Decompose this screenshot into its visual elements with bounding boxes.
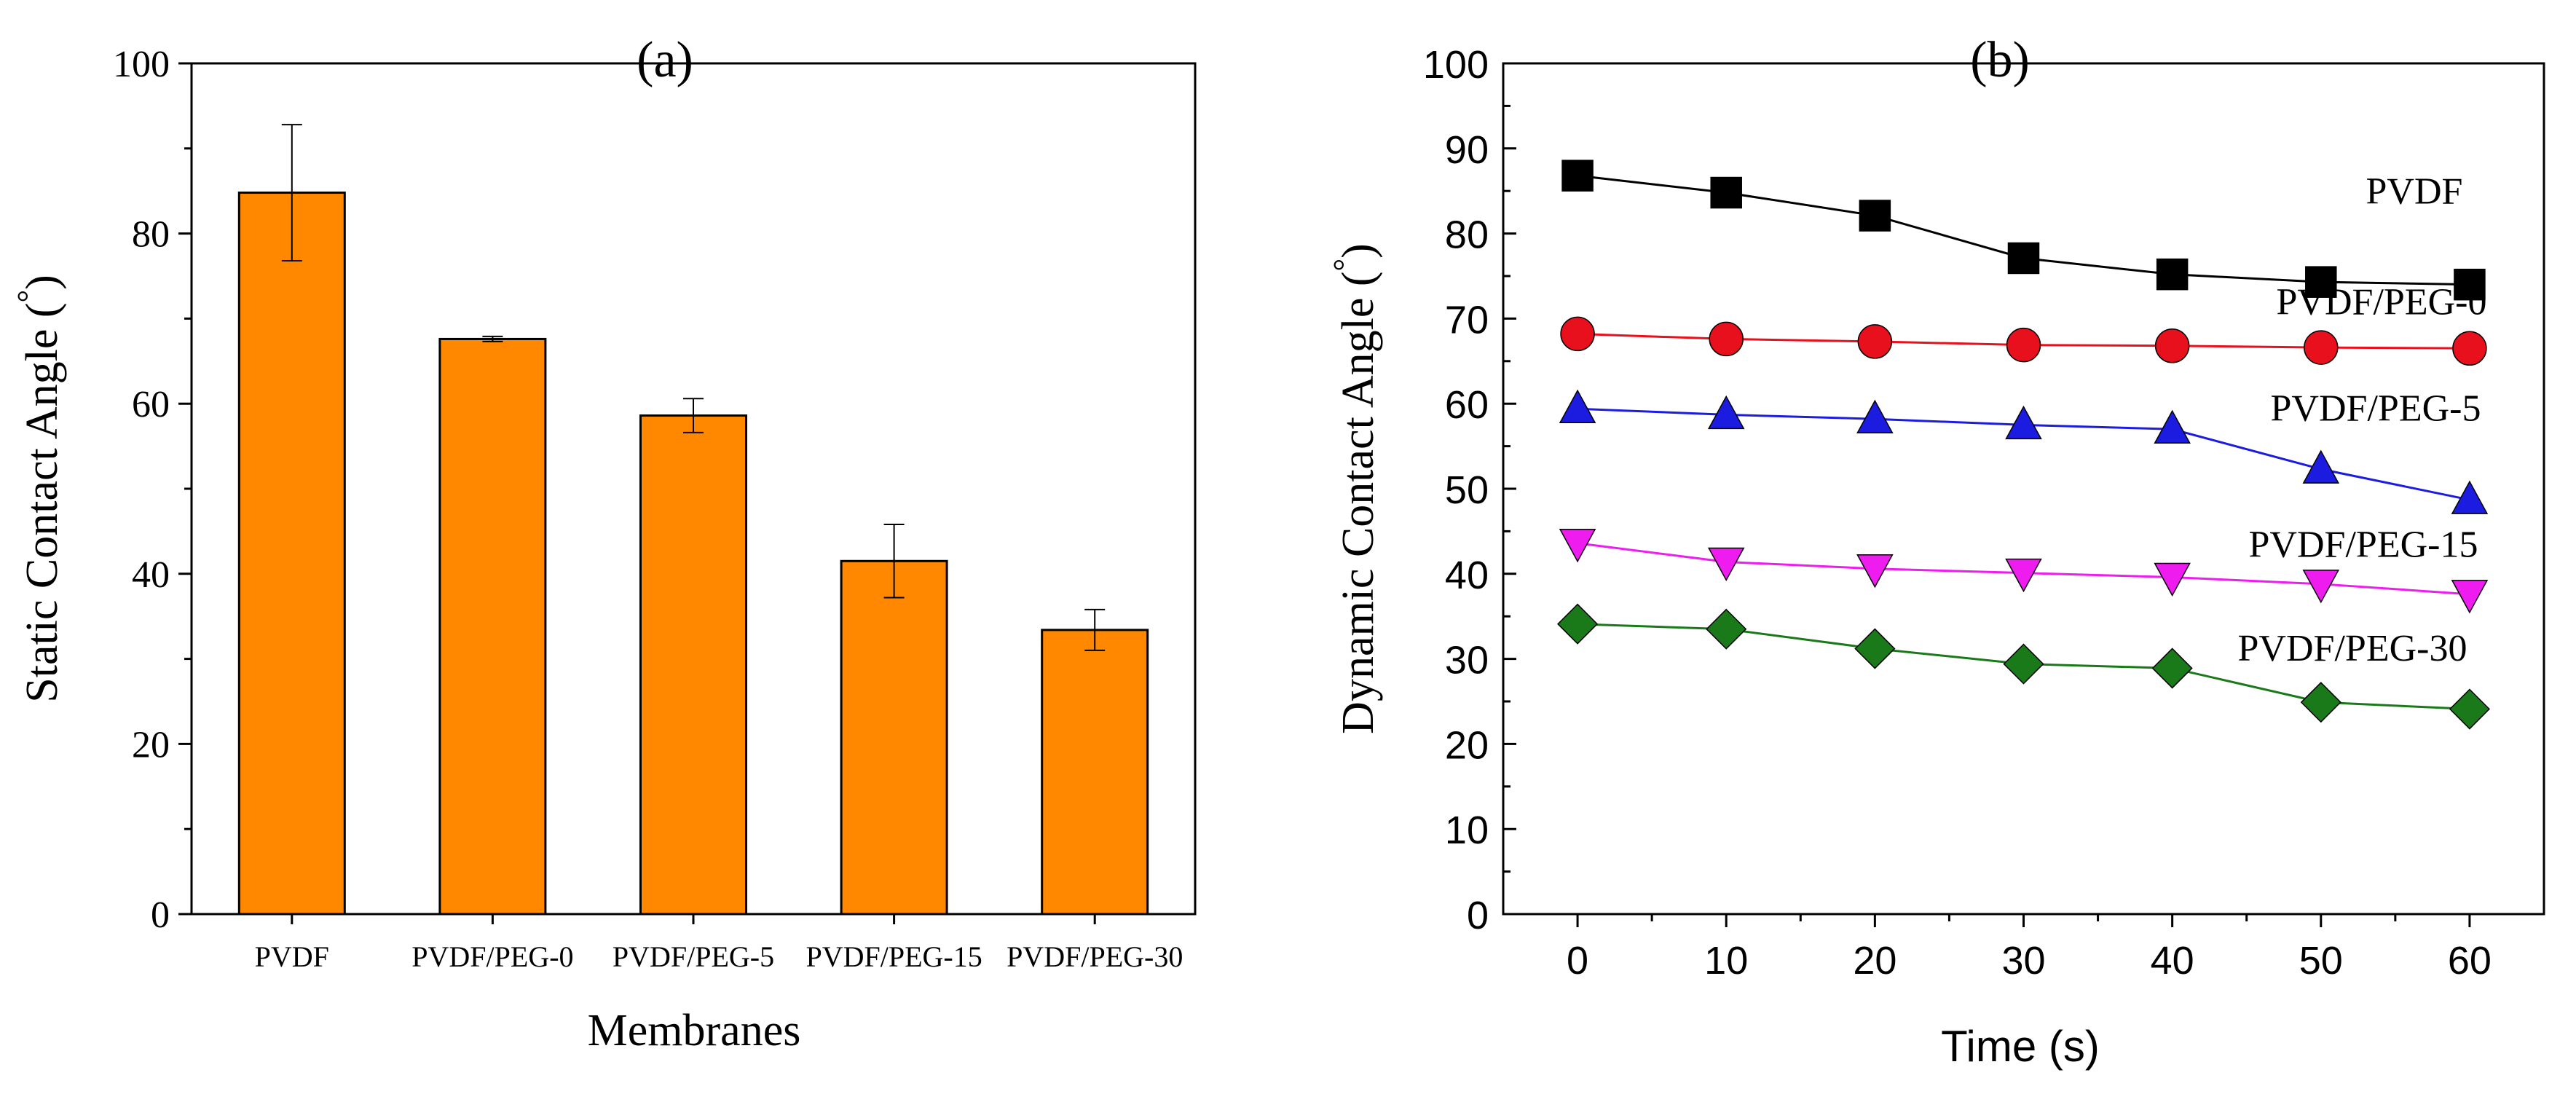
- y-tick-label: 0: [151, 894, 170, 936]
- data-point-pvdf: [2454, 268, 2486, 301]
- data-point-pvdf-peg-0: [2452, 331, 2487, 366]
- y-axis-label-b: Dynamic Contact Angle (°): [1327, 243, 1383, 734]
- data-point-pvdf: [2305, 266, 2337, 298]
- data-point-pvdf-peg-5: [1856, 399, 1894, 433]
- y-tick-label: 60: [132, 384, 170, 425]
- series-label-pvdf: PVDF: [2366, 171, 2463, 213]
- data-point-pvdf-peg-30: [1557, 603, 1599, 645]
- data-point-pvdf-peg-5: [2005, 405, 2042, 440]
- error-bar: [683, 398, 704, 433]
- line-chart-panel-b: 0 10 20 30 40 50 60 70 80 90 100 0 10 20 30 40 50 60 PVD…: [1327, 32, 2545, 1071]
- series-label-pvdf-peg-0: PVDF/PEG-0: [2277, 282, 2487, 323]
- data-point-pvdf-peg-5: [2302, 449, 2340, 484]
- data-point-pvdf-peg-0: [2304, 330, 2339, 365]
- data-point-pvdf-peg-30: [1854, 628, 1896, 669]
- data-point-pvdf-peg-30: [2151, 648, 2193, 689]
- x-tick-label: PVDF/PEG-30: [1007, 940, 1183, 973]
- y-tick-label: 50: [1445, 468, 1489, 512]
- data-point-pvdf-peg-30: [1706, 608, 1747, 650]
- error-bar: [281, 124, 302, 261]
- y-tick-label: 60: [1445, 383, 1489, 427]
- y-axis-label-a-close: ): [17, 275, 67, 290]
- bar-pvdf-peg-15: [840, 559, 948, 916]
- series-label-pvdf-peg-5: PVDF/PEG-5: [2271, 388, 2481, 430]
- x-tick-label: 60: [2448, 939, 2492, 983]
- bar-pvdf-peg-30: [1041, 629, 1149, 916]
- x-tick-label: PVDF/PEG-5: [613, 940, 774, 973]
- y-tick-label: 40: [1445, 554, 1489, 597]
- y-axis-label-b-text: Dynamic Contact Angle (: [1334, 271, 1383, 733]
- y-axis-label-a: Static Contact Angle (°): [11, 275, 67, 703]
- data-point-pvdf-peg-15: [2005, 558, 2042, 593]
- data-point-pvdf-peg-15: [2154, 562, 2191, 597]
- panel-label-a: (a): [637, 32, 693, 88]
- x-tick-label: 20: [1853, 939, 1896, 983]
- x-axis-label-b: Time (s): [1941, 1022, 2100, 1071]
- x-tick-label: 40: [2151, 939, 2194, 983]
- data-point-pvdf-peg-5: [1559, 389, 1596, 423]
- bar-pvdf-peg-5: [639, 414, 747, 916]
- data-point-pvdf-peg-0: [1857, 324, 1893, 359]
- degree-symbol-b: °: [1327, 259, 1363, 272]
- data-point-pvdf: [1710, 176, 1742, 209]
- data-point-pvdf: [1859, 200, 1891, 232]
- series-label-pvdf-peg-30: PVDF/PEG-30: [2238, 628, 2467, 669]
- bar-pvdf-peg-0: [438, 337, 547, 916]
- error-bar: [1084, 608, 1106, 651]
- y-tick-label: 20: [1445, 723, 1489, 767]
- data-point-pvdf: [1561, 160, 1594, 192]
- degree-symbol-a: °: [11, 290, 47, 303]
- y-tick-label: 30: [1445, 639, 1489, 682]
- x-tick-label: 10: [1704, 939, 1748, 983]
- y-tick-label: 100: [1423, 43, 1489, 87]
- x-tick-label: PVDF: [255, 940, 329, 973]
- data-point-pvdf-peg-15: [2451, 580, 2489, 614]
- y-tick-label: 70: [1445, 298, 1489, 342]
- series-label-pvdf-peg-15: PVDF/PEG-15: [2249, 524, 2478, 565]
- x-tick-label: 0: [1567, 939, 1588, 983]
- data-point-pvdf-peg-15: [1559, 529, 1596, 563]
- y-tick-label: 80: [132, 214, 170, 256]
- x-tick-label: 30: [2001, 939, 2045, 983]
- y-tick-label: 80: [1445, 213, 1489, 257]
- data-point-pvdf-peg-5: [1707, 395, 1745, 430]
- bar-chart-panel-a: 0 20 40 60 80 100 PVDF PVDF/PEG-0 PVDF/PEG-5 PVD…: [11, 32, 1197, 1055]
- data-point-pvdf-peg-15: [2302, 570, 2340, 604]
- x-axis-label-a: Membranes: [588, 1006, 801, 1055]
- y-tick-label: 40: [132, 554, 170, 596]
- data-point-pvdf-peg-5: [2451, 480, 2489, 514]
- y-tick-label: 0: [1467, 894, 1489, 937]
- bar-pvdf: [237, 192, 346, 916]
- data-point-pvdf-peg-15: [1707, 547, 1745, 582]
- error-bar: [482, 335, 503, 342]
- y-axis-label-b-close: ): [1334, 243, 1383, 259]
- y-axis-label-a-text: Static Contact Angle (: [17, 302, 67, 702]
- data-point-pvdf-peg-0: [1709, 321, 1744, 357]
- y-tick-label: 20: [132, 724, 170, 766]
- data-point-pvdf-peg-30: [2003, 643, 2044, 685]
- error-bar: [883, 524, 905, 599]
- y-tick-label: 10: [1445, 808, 1489, 852]
- data-point-pvdf: [2156, 258, 2189, 291]
- data-point-pvdf-peg-0: [2154, 328, 2190, 363]
- x-tick-label: 50: [2299, 939, 2343, 983]
- data-point-pvdf-peg-0: [1560, 316, 1595, 352]
- data-point-pvdf-peg-0: [2006, 327, 2041, 363]
- x-tick-label: PVDF/PEG-0: [411, 940, 573, 973]
- data-point-pvdf: [2007, 242, 2040, 275]
- data-point-pvdf-peg-15: [1856, 554, 1894, 589]
- y-tick-label: 100: [113, 44, 170, 85]
- panel-label-b: (b): [1970, 32, 2030, 88]
- data-point-pvdf-peg-30: [2449, 688, 2490, 730]
- data-point-pvdf-peg-5: [2154, 409, 2191, 444]
- x-tick-label: PVDF/PEG-15: [806, 940, 982, 973]
- data-point-pvdf-peg-30: [2300, 682, 2341, 723]
- y-tick-label: 90: [1445, 128, 1489, 172]
